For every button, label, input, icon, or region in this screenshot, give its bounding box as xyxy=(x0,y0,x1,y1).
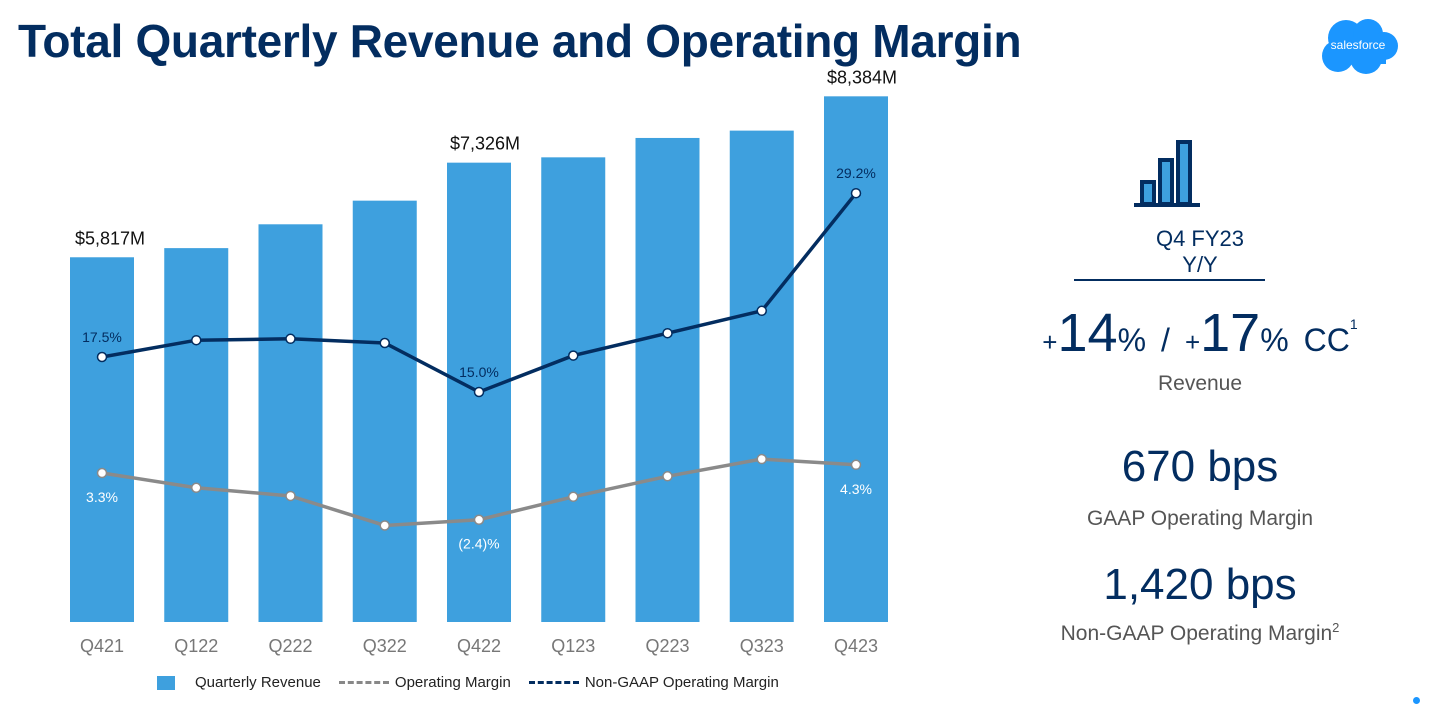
kpi-growth: +14% / +17% CC1 xyxy=(1010,302,1390,364)
legend-revenue-label: Quarterly Revenue xyxy=(195,674,321,691)
growth-plus-1: + xyxy=(1042,327,1058,357)
nongaap-point xyxy=(285,333,296,345)
legend-gaap: Operating Margin xyxy=(338,674,511,691)
revenue-bar-q222 xyxy=(258,224,323,623)
nongaap-point xyxy=(756,305,767,317)
nongaap-value-label: 15.0% xyxy=(459,364,499,380)
bar-value-label: $5,817M xyxy=(75,228,145,248)
growth-cc-footnote: 1 xyxy=(1349,316,1358,332)
nongaap-value-label: 29.2% xyxy=(836,165,876,181)
x-tick-label: Q421 xyxy=(80,636,124,656)
x-tick-label: Q323 xyxy=(740,636,784,656)
growth-pct-1: % xyxy=(1117,322,1147,358)
nongaap-point xyxy=(379,337,390,349)
bar-value-label: $7,326M xyxy=(450,134,520,154)
kpi-period-line1: Q4 FY23 xyxy=(1155,226,1245,251)
revenue-bar-q123 xyxy=(541,157,606,622)
growth-value-2: 17 xyxy=(1200,303,1261,363)
legend-nongaap-swatch xyxy=(528,681,579,684)
gaap-point xyxy=(568,491,579,503)
revenue-bar-q322 xyxy=(352,200,417,622)
gaap-point xyxy=(379,520,390,531)
kpi-period: Q4 FY23 Y/Y xyxy=(1010,226,1390,278)
growth-value-1: 14 xyxy=(1057,303,1118,363)
revenue-bar-q423 xyxy=(824,96,888,623)
legend-gaap-label: Operating Margin xyxy=(394,674,511,691)
x-tick-label: Q122 xyxy=(174,636,218,656)
nongaap-point xyxy=(850,187,862,199)
legend-gaap-swatch xyxy=(338,681,389,684)
kpi-period-line2: Y/Y xyxy=(1182,252,1218,277)
x-tick-label: Q123 xyxy=(551,636,595,656)
nongaap-footnote: 2 xyxy=(1332,620,1340,635)
page-title: Total Quarterly Revenue and Operating Ma… xyxy=(18,15,1022,67)
logo-text: salesforce xyxy=(1330,38,1386,52)
kpi-divider xyxy=(1074,279,1265,281)
nongaap-bps: 1,420 bps xyxy=(1103,560,1297,609)
growth-pct-2: % xyxy=(1260,322,1289,358)
legend-nongaap-label: Non-GAAP Operating Margin xyxy=(584,674,779,691)
gaap-point xyxy=(473,514,485,525)
x-tick-label: Q222 xyxy=(268,636,312,656)
nongaap-point xyxy=(662,327,673,339)
growth-plus-2: + xyxy=(1184,327,1201,357)
legend-revenue-swatch xyxy=(157,675,175,690)
gaap-point xyxy=(191,482,202,494)
nongaap-point xyxy=(473,386,485,398)
revenue-bar-q122 xyxy=(164,248,229,622)
revenue-bar-q323 xyxy=(729,130,794,622)
legend-nongaap: Non-GAAP Operating Margin xyxy=(528,674,779,691)
revenue-margin-chart: Q421 Q122 Q222 Q322 Q422 Q123 Q223 Q323 Q423 $5,8… xyxy=(70,67,897,656)
revenue-bar-q421 xyxy=(70,257,134,622)
legend-revenue: Quarterly Revenue xyxy=(157,674,321,691)
gaap-value-label: (2.4)% xyxy=(458,536,499,552)
bar-chart-icon xyxy=(1134,140,1200,207)
bar-value-label: $8,384M xyxy=(827,67,897,87)
chart-legend: Quarterly Revenue Operating Margin Non-G… xyxy=(157,674,797,691)
growth-separator: / xyxy=(1161,322,1170,358)
x-tick-label: Q422 xyxy=(457,636,501,656)
growth-cc: CC xyxy=(1303,322,1350,358)
gaap-value-label: 3.3% xyxy=(86,489,118,505)
nongaap-point xyxy=(568,350,579,361)
gaap-point xyxy=(285,490,296,502)
x-tick-label: Q322 xyxy=(363,636,407,656)
gaap-label: GAAP Operating Margin xyxy=(1086,507,1314,530)
gaap-value-label: 4.3% xyxy=(840,481,872,497)
nongaap-point xyxy=(191,334,202,346)
nongaap-value-label: 17.5% xyxy=(82,329,122,345)
nongaap-point xyxy=(96,351,108,363)
gaap-point xyxy=(850,459,862,471)
revenue-bar-q223 xyxy=(635,137,700,622)
nongaap-label-wrap: Non-GAAP Operating Margin2 xyxy=(1010,620,1390,646)
gaap-bps: 670 bps xyxy=(1121,442,1279,491)
gaap-point xyxy=(96,467,108,479)
gaap-point xyxy=(662,471,673,482)
gaap-point xyxy=(756,453,767,465)
x-tick-label: Q223 xyxy=(645,636,689,656)
salesforce-logo: salesforce xyxy=(1316,16,1400,78)
x-tick-label: Q423 xyxy=(834,636,878,656)
decorative-dot xyxy=(1413,697,1420,704)
nongaap-label: Non-GAAP Operating Margin xyxy=(1060,622,1333,645)
growth-label: Revenue xyxy=(1157,372,1243,395)
